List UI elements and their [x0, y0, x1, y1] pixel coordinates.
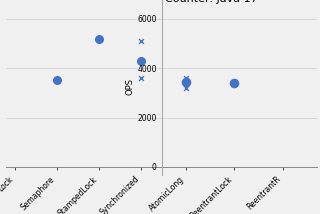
Point [183, 76, 188, 80]
Y-axis label: OPS: OPS [125, 78, 134, 95]
Point [183, 80, 188, 83]
Point [54, 79, 59, 82]
Text: Counter: Java 17: Counter: Java 17 [165, 0, 258, 4]
Point [138, 59, 143, 62]
Point [138, 76, 143, 80]
Point [232, 81, 237, 85]
Point [96, 37, 101, 40]
Point [183, 86, 188, 90]
Point [138, 39, 143, 43]
